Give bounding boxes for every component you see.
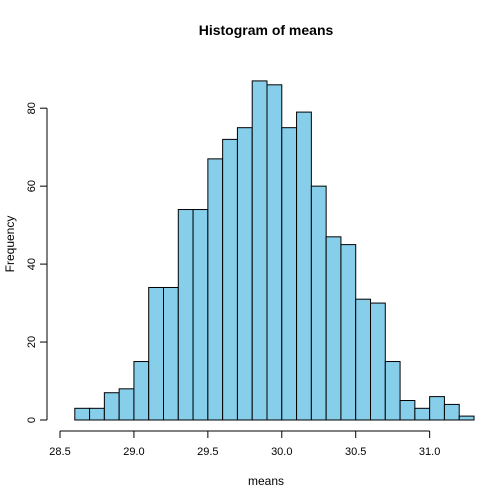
histogram-bar-26 [458, 415, 475, 421]
histogram-bar-22 [399, 400, 416, 421]
histogram-bar-0 [74, 407, 91, 421]
y-axis: 0 20 40 60 80 [26, 102, 48, 423]
bars-group [74, 80, 475, 421]
histogram-bar-4 [133, 361, 150, 421]
chart-title: Histogram of means [199, 22, 334, 38]
x-tick-label-4: 30.5 [345, 446, 366, 458]
histogram-bar-23 [414, 407, 431, 421]
histogram-bar-5 [148, 286, 165, 421]
histogram-bar-25 [443, 403, 460, 421]
histogram-bar-19 [355, 298, 371, 421]
x-axis: 28.5 29.0 29.5 30.0 30.5 31.0 [49, 430, 440, 458]
histogram-bar-10 [222, 138, 238, 421]
histogram-bar-2 [103, 392, 120, 421]
histogram-bar-12 [251, 80, 268, 421]
x-tick-label-3: 30.0 [271, 446, 292, 458]
y-axis-label: Frequency [3, 216, 17, 273]
x-axis-label: means [248, 474, 284, 488]
histogram-bar-24 [429, 396, 445, 421]
histogram-bar-21 [384, 361, 401, 421]
histogram-bar-8 [192, 209, 209, 421]
histogram-bar-1 [89, 407, 105, 421]
x-tick-label-0: 28.5 [49, 446, 70, 458]
histogram-bar-17 [325, 236, 342, 421]
histogram-bar-14 [281, 127, 298, 421]
histogram-bar-20 [370, 302, 386, 421]
histogram-bar-3 [118, 388, 135, 421]
histogram-bar-18 [340, 244, 357, 421]
histogram-bar-16 [310, 185, 327, 421]
y-tick-label-2: 40 [26, 258, 38, 270]
y-tick-label-0: 0 [26, 417, 38, 423]
y-tick-label-4: 80 [26, 102, 38, 114]
x-tick-label-2: 29.5 [197, 446, 218, 458]
y-tick-label-3: 60 [26, 180, 38, 192]
histogram-bar-7 [177, 209, 194, 421]
x-tick-label-5: 31.0 [419, 446, 440, 458]
y-tick-label-1: 20 [26, 336, 38, 348]
histogram-bar-15 [296, 111, 312, 421]
histogram-bar-6 [163, 286, 179, 421]
histogram-bar-9 [207, 158, 224, 421]
histogram-bar-11 [236, 127, 253, 421]
x-tick-label-1: 29.0 [123, 446, 144, 458]
histogram-bar-13 [266, 84, 283, 421]
